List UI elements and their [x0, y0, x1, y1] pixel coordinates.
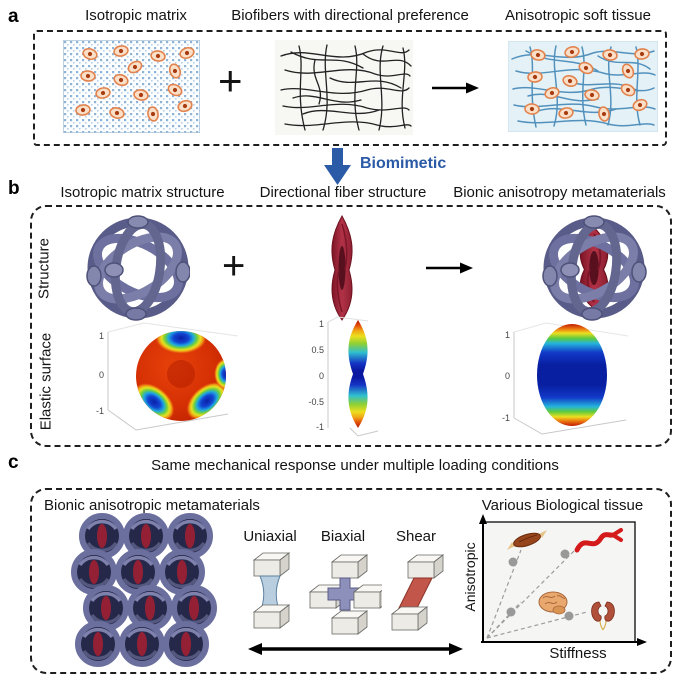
tick-label: 0.5 — [311, 345, 324, 355]
panel-b-title-bionic: Bionic anisotropy metamaterials — [453, 184, 666, 201]
scatter-dot — [508, 557, 518, 567]
scatter-dot — [564, 611, 574, 621]
kidney-icon — [591, 601, 615, 631]
stiffness-axis-label: Stiffness — [549, 645, 607, 662]
blood-vessel-icon — [574, 528, 623, 553]
tick-label: -1 — [96, 406, 104, 416]
panel-b-title-fiber: Directional fiber structure — [259, 184, 427, 201]
panel-a-box — [33, 30, 667, 146]
elastic-surface-plot-fiber: 1 0.5 0 -0.5 -1 — [308, 316, 379, 437]
tick-label: 0 — [99, 370, 104, 380]
plus-icon-a: + — [218, 57, 243, 104]
right-arrow-icon-a — [432, 82, 479, 94]
panel-a-title-matrix: Isotropic matrix — [85, 7, 187, 24]
brain-icon — [538, 591, 568, 615]
anisotropic-tissue-illustration — [508, 41, 658, 132]
panel-c-title: Same mechanical response under multiple … — [151, 457, 559, 474]
biofibers-illustration — [275, 40, 413, 135]
panel-a-title-fibers: Biofibers with directional preference — [231, 7, 469, 24]
right-arrow-icon-b — [426, 262, 473, 274]
metamaterial-block-illustration — [56, 512, 224, 668]
elastic-row-label: Elastic surface — [37, 332, 55, 431]
panel-c-box — [30, 488, 672, 674]
panel-b-box — [30, 205, 672, 447]
bionic-unit-illustration — [538, 210, 650, 326]
biaxial-specimen-icon — [309, 554, 382, 635]
tick-label: -1 — [316, 422, 324, 432]
scatter-dot — [506, 607, 516, 617]
anisotropic-axis-label: Anisotropic — [462, 542, 478, 612]
structure-row-label: Structure — [35, 238, 53, 299]
panel-a-title-tissue: Anisotropic soft tissue — [505, 7, 651, 24]
tick-label: -1 — [502, 413, 510, 423]
tick-label: 1 — [99, 331, 104, 341]
muscle-icon — [507, 530, 547, 550]
elastic-surface-plot-bionic: 1 0 -1 — [502, 322, 629, 435]
lattice-unit-illustration — [86, 212, 190, 324]
tick-label: 0 — [505, 371, 510, 381]
tick-label: 0 — [319, 371, 324, 381]
panel-a-label: a — [8, 6, 19, 27]
shear-label: Shear — [395, 528, 437, 545]
double-arrow-icon — [248, 643, 463, 655]
elastic-surface-plot-isotropic: 1 0 -1 — [96, 322, 239, 431]
tick-label: -0.5 — [308, 397, 324, 407]
panel-b-label: b — [8, 178, 20, 199]
fiber-spindle-illustration — [331, 215, 353, 321]
shear-specimen-icon — [391, 554, 444, 631]
isotropic-matrix-illustration — [63, 40, 200, 133]
uniaxial-label: Uniaxial — [243, 528, 297, 545]
tick-label: 1 — [505, 330, 510, 340]
tissue-scatter-plot — [479, 514, 647, 646]
panel-c-right-title: Various Biological tissue — [481, 497, 644, 514]
biomimetic-label: Biomimetic — [360, 155, 447, 172]
scatter-dot — [560, 549, 570, 559]
biomimetic-down-arrow-icon — [324, 148, 351, 185]
panel-b-title-matrix: Isotropic matrix structure — [60, 184, 225, 201]
panel-c-label: c — [8, 452, 19, 473]
biaxial-label: Biaxial — [320, 528, 366, 545]
uniaxial-specimen-icon — [253, 552, 290, 629]
panel-c-left-title: Bionic anisotropic metamaterials — [44, 497, 260, 514]
plus-icon-b: + — [222, 244, 246, 288]
tick-label: 1 — [319, 319, 324, 329]
